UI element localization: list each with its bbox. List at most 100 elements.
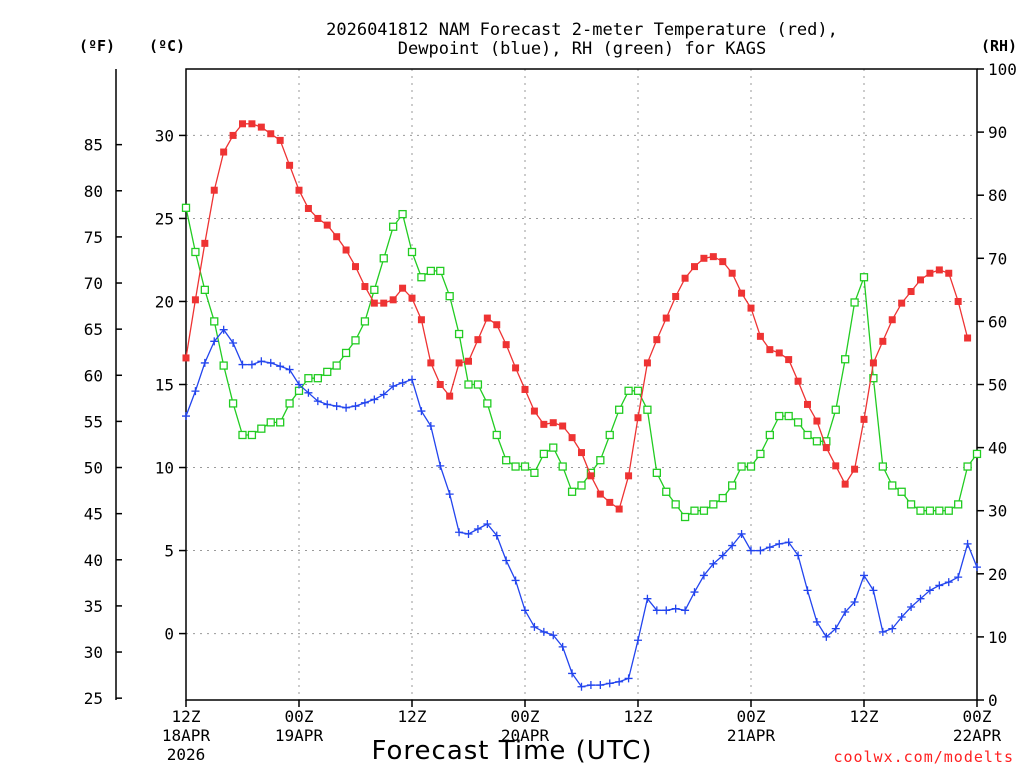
temperature-point: [530, 407, 538, 415]
chart-title: 2026041812 NAM Forecast 2-meter Temperat…: [326, 20, 838, 40]
temperature-point: [756, 332, 764, 340]
rh-point: [935, 506, 944, 515]
dewpoint-point: [963, 539, 972, 548]
rh-tick-label: 90: [988, 123, 1007, 142]
temperature-point: [606, 498, 614, 506]
fahrenheit-tick-label: 40: [84, 551, 103, 570]
celsius-tick-label: 25: [155, 209, 174, 228]
rh-point: [765, 430, 774, 440]
rh-point: [906, 500, 916, 509]
dewpoint-point: [276, 362, 285, 371]
rh-point: [426, 266, 435, 276]
dewpoint-point: [747, 546, 755, 555]
dewpoint-point: [229, 338, 238, 347]
rh-point: [841, 355, 850, 364]
rh-axis: 0 10 20 30 40 50 60 70 80 90 100: [977, 60, 1017, 710]
dewpoint-point: [812, 617, 821, 626]
dewpoint-point: [342, 403, 351, 412]
dewpoint-point: [360, 398, 369, 407]
rh-point: [539, 449, 548, 459]
celsius-tick-label: 15: [155, 376, 174, 395]
dewpoint-point: [379, 390, 388, 399]
temperature-point: [879, 337, 887, 345]
rh-point: [944, 506, 953, 515]
rh-point: [643, 405, 652, 414]
fahrenheit-tick-label: 75: [84, 228, 103, 247]
temperature-point: [483, 314, 491, 322]
dewpoint-point: [784, 538, 793, 547]
temperature-point: [917, 276, 924, 284]
rh-point: [304, 374, 313, 383]
rh-point: [925, 506, 935, 515]
dewpoint-point: [973, 563, 981, 572]
temperature-point: [446, 392, 454, 400]
dewpoint-point: [709, 559, 718, 568]
rh-point: [407, 247, 417, 257]
rh-tick-label: 20: [988, 565, 1007, 584]
temperature-point: [954, 297, 962, 305]
rh-point: [963, 462, 972, 471]
time-tick-label: 12Z: [172, 707, 201, 726]
temperature-point: [191, 296, 199, 304]
dewpoint-point: [445, 490, 454, 499]
time-tick-date: 18APR: [162, 726, 211, 745]
fahrenheit-tick-label: 50: [84, 459, 103, 478]
temperature-point: [380, 299, 388, 307]
rh-point: [756, 449, 765, 459]
temperature-point: [700, 254, 708, 262]
dewpoint-point: [492, 531, 501, 540]
dewpoint-point: [464, 529, 473, 538]
rh-tick-label: 100: [988, 60, 1017, 79]
temperature-point: [813, 417, 821, 425]
rh-point: [257, 424, 266, 433]
fahrenheit-tick-label: 55: [84, 412, 103, 431]
grid-layer: [186, 69, 977, 700]
dewpoint-point: [182, 412, 190, 421]
rh-point: [812, 437, 822, 446]
dewpoint-point: [841, 607, 850, 616]
dewpoint-point: [615, 677, 624, 686]
celsius-tick-label: 5: [164, 542, 174, 561]
rh-point: [285, 399, 294, 408]
rh-point: [266, 418, 275, 427]
temperature-point: [794, 377, 802, 385]
dewpoint-point: [266, 358, 275, 367]
dewpoint-point: [643, 594, 652, 603]
rh-point: [398, 209, 407, 219]
temperature-point: [672, 292, 680, 300]
rh-point: [709, 500, 718, 509]
dewpoint-point: [869, 586, 878, 595]
rh-line: [185, 207, 978, 518]
rh-point: [445, 292, 454, 301]
rh-point: [549, 443, 558, 452]
rh-point: [558, 462, 567, 471]
dewpoint-point: [539, 627, 548, 636]
dewpoint-point: [285, 365, 294, 374]
rh-point: [502, 456, 511, 465]
time-tick-label: 12Z: [624, 707, 653, 726]
temperature-point: [907, 288, 915, 296]
rh-point: [200, 285, 209, 295]
dewpoint-point: [690, 588, 699, 597]
rh-point: [680, 512, 690, 522]
dewpoint-point: [737, 529, 746, 538]
source-credit: coolwx.com/modelts: [833, 748, 1014, 766]
fahrenheit-unit-label: (ºF): [79, 37, 115, 55]
temperature-point: [229, 131, 237, 139]
dewpoint-point: [247, 360, 256, 369]
dewpoint-point: [370, 395, 379, 404]
dewpoint-point: [907, 603, 916, 612]
temperature-point: [822, 444, 830, 452]
temperature-point: [869, 359, 877, 367]
temperature-point: [465, 357, 472, 365]
time-tick-label: 12Z: [850, 707, 879, 726]
temperature-point: [512, 364, 520, 372]
rh-point: [577, 481, 586, 490]
rh-point: [323, 367, 332, 377]
temperature-point: [182, 354, 190, 362]
temperature-point: [832, 462, 840, 470]
rh-point: [793, 418, 803, 427]
temperature-point: [333, 233, 341, 241]
temperature-point: [804, 400, 811, 408]
dewpoint-point: [681, 606, 690, 615]
